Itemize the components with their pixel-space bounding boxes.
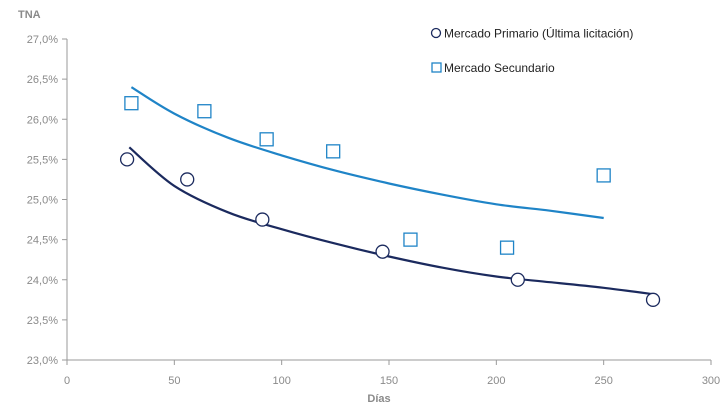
secundario-point — [596, 168, 611, 183]
secundario-point — [403, 232, 418, 247]
x-axis-title: Días — [367, 393, 390, 405]
y-tick-label: 26,5% — [27, 74, 58, 86]
legend-label-primario: Mercado Primario (Última licitación) — [444, 26, 633, 41]
primario-point — [119, 152, 135, 167]
x-tick-label: 300 — [702, 375, 720, 387]
y-tick-label: 24,5% — [27, 235, 58, 247]
y-tick-label: 25,0% — [27, 195, 58, 207]
y-tick-label: 24,0% — [27, 275, 58, 287]
secundario-point — [197, 104, 212, 119]
trend-line-1 — [128, 146, 654, 296]
axes-group: 23,0% 23,5% 24,0% 24,5% 25,0% 25,5% 26,0% 26,5%… — [18, 9, 720, 405]
secundario-point — [499, 240, 515, 255]
legend-circle-icon — [430, 27, 442, 39]
primario-point — [510, 272, 525, 287]
secundario-point — [326, 144, 341, 159]
x-tick-label: 0 — [64, 375, 70, 387]
x-tick-label: 50 — [168, 375, 180, 387]
primario-point — [255, 212, 270, 227]
y-tick-label: 25,5% — [27, 154, 58, 166]
primario-point — [645, 292, 661, 307]
x-tick-label: 200 — [487, 375, 505, 387]
secundario-point — [124, 96, 139, 111]
secundario-point — [259, 132, 274, 147]
x-tick-label: 250 — [594, 375, 612, 387]
y-tick-label: 27,0% — [27, 34, 58, 46]
legend-square-icon — [431, 62, 442, 73]
y-tick-label: 23,5% — [27, 315, 58, 327]
y-axis-title: TNA — [18, 9, 41, 21]
x-tick-label: 100 — [272, 375, 290, 387]
legend-label-secundario: Mercado Secundario — [444, 61, 555, 75]
markers-group — [119, 96, 661, 307]
y-tick-label: 26,0% — [27, 114, 58, 126]
legend: Mercado Primario (Última licitación) Merc… — [430, 26, 633, 75]
trend-lines-group — [128, 86, 654, 296]
trend-line-2 — [130, 86, 604, 220]
primario-point — [375, 244, 390, 259]
x-tick-label: 150 — [380, 375, 398, 387]
primario-point — [180, 172, 195, 187]
y-tick-label: 23,0% — [27, 355, 58, 367]
